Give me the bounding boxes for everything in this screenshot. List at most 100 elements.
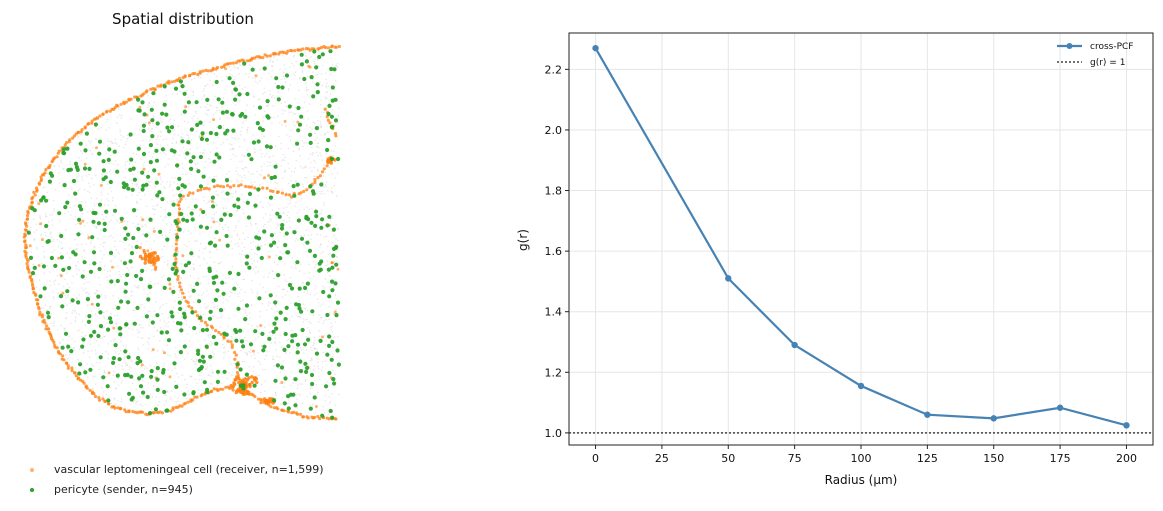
sender-point [298,359,303,364]
sender-point [166,277,172,282]
background-cell-point [298,148,301,151]
receiver-point [222,336,226,340]
background-cell-point [202,152,205,154]
background-cell-point [254,148,256,150]
receiver-point [35,189,39,193]
background-cell-point [160,388,163,391]
background-cell-point [198,135,200,137]
background-cell-point [108,127,110,129]
receiver-point [44,168,48,172]
background-cell-point [228,274,230,277]
background-cell-point [151,172,153,174]
background-cell-point [212,372,214,374]
background-cell-point [89,149,92,152]
background-cell-point [283,64,286,66]
sender-point [236,197,241,202]
background-cell-point [67,211,69,213]
background-cell-point [138,223,140,225]
receiver-point [207,187,211,191]
background-cell-point [146,240,148,243]
background-cell-point [95,138,98,141]
background-cell-point [251,291,254,293]
sender-point [246,215,251,220]
background-cell-point [39,288,41,291]
background-cell-point [304,307,307,310]
background-cell-point [222,127,224,129]
background-cell-point [94,313,97,316]
sender-point [178,350,183,355]
background-cell-point [136,183,139,185]
receiver-point [194,310,198,314]
background-cell-point [337,114,339,117]
background-cell-point [199,264,201,267]
background-cell-point [100,138,103,140]
background-cell-point [102,241,105,244]
receiver-point [199,208,203,212]
background-cell-point [329,252,331,255]
receiver-point [98,114,102,118]
background-cell-point [227,350,230,353]
background-cell-point [49,280,51,282]
background-cell-point [197,277,200,280]
background-cell-point [120,401,123,403]
background-cell-point [264,155,266,157]
background-cell-point [215,107,218,109]
background-cell-point [314,132,316,135]
background-cell-point [192,255,195,257]
background-cell-point [165,235,167,237]
background-cell-point [318,213,321,216]
sender-point [199,366,204,371]
background-cell-point [92,387,94,390]
sender-point [115,373,120,378]
background-cell-point [181,133,184,135]
background-cell-point [301,68,304,70]
background-cell-point [274,397,277,400]
receiver-point [276,190,280,194]
background-cell-point [317,391,319,394]
background-cell-point [35,274,37,276]
sender-point [204,137,210,142]
background-cell-point [164,187,166,190]
background-cell-point [305,142,307,144]
receiver-point [174,257,178,261]
background-cell-point [62,339,64,341]
background-cell-point [145,269,147,272]
receiver-point [183,401,188,405]
sender-point [215,369,221,374]
background-cell-point [106,322,108,324]
sender-point [87,314,92,319]
receiver-point [39,179,43,183]
background-cell-point [212,371,214,374]
sender-point [305,240,310,245]
background-cell-point [136,328,139,331]
sender-point [305,281,310,286]
background-cell-point [294,140,296,143]
background-cell-point [268,331,271,334]
background-cell-point [212,141,215,144]
background-cell-point [246,104,248,106]
sender-point [245,91,250,97]
background-cell-point [298,394,301,396]
receiver-point [322,45,326,49]
background-cell-point [215,190,217,192]
sender-point [299,236,305,241]
background-cell-point [69,247,71,249]
background-cell-point [95,340,98,342]
background-cell-point [228,177,230,179]
background-cell-point [120,260,122,263]
background-cell-point [172,320,175,323]
background-cell-point [74,367,77,369]
background-cell-point [184,244,186,246]
background-cell-point [330,328,333,331]
sender-point [166,338,172,343]
background-cell-point [75,223,77,226]
background-cell-point [266,257,269,260]
background-cell-point [335,309,337,311]
background-cell-point [187,106,190,108]
background-cell-point [289,199,292,201]
background-cell-point [248,365,251,368]
sender-point [129,374,134,379]
background-cell-point [323,175,325,177]
receiver-point [147,121,151,125]
background-cell-point [280,274,282,277]
